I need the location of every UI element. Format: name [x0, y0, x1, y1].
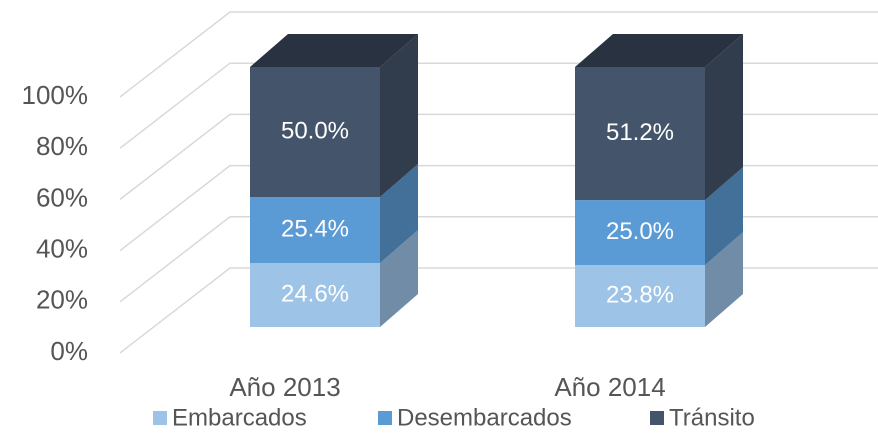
- y-tick-label: 0%: [50, 336, 88, 366]
- data-label: 50.0%: [281, 117, 349, 144]
- y-tick-label: 40%: [36, 233, 88, 263]
- grid-line: [119, 216, 878, 303]
- bar-segment: [250, 263, 380, 327]
- grid-line: [119, 267, 878, 354]
- bar-side: [380, 230, 418, 327]
- legend-swatch: [378, 411, 392, 425]
- x-tick-label: Año 2014: [554, 372, 665, 402]
- grid-line: [119, 62, 878, 149]
- data-label: 23.8%: [606, 281, 674, 308]
- y-tick-label: 100%: [22, 80, 89, 110]
- data-label: 24.6%: [281, 280, 349, 307]
- bar-segment: [575, 265, 705, 327]
- bar-segment: [575, 67, 705, 201]
- grid-line: [119, 113, 878, 200]
- bar-top: [575, 34, 743, 67]
- grid-line: [119, 164, 878, 252]
- grid-line: [119, 11, 878, 98]
- bar-side: [705, 232, 743, 327]
- x-tick-label: Año 2013: [229, 372, 340, 402]
- y-tick-label: 20%: [36, 285, 88, 315]
- bar-segment: [575, 200, 705, 266]
- bar-side: [705, 34, 743, 201]
- legend-label: Tránsito: [669, 404, 755, 431]
- data-label: 51.2%: [606, 119, 674, 146]
- bar-top: [250, 34, 418, 67]
- y-tick-label: 60%: [36, 182, 88, 212]
- bar-side: [380, 164, 418, 264]
- data-label: 25.0%: [606, 218, 674, 245]
- bar-side: [380, 34, 418, 197]
- legend-swatch: [153, 411, 167, 425]
- legend-label: Desembarcados: [397, 404, 572, 431]
- bar-side: [705, 167, 743, 266]
- bar-segment: [250, 197, 380, 264]
- legend-label: Embarcados: [172, 404, 307, 431]
- data-label: 25.4%: [281, 215, 349, 242]
- legend-swatch: [650, 411, 664, 425]
- y-tick-label: 80%: [36, 131, 88, 161]
- bar-segment: [250, 67, 380, 197]
